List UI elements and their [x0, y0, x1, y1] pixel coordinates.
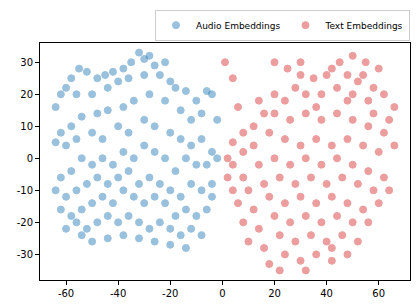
svg-text:-10: -10 — [17, 185, 33, 196]
svg-text:0: 0 — [27, 153, 33, 164]
svg-text:30: 30 — [20, 57, 33, 68]
svg-text:Audio Embeddings: Audio Embeddings — [196, 21, 280, 31]
svg-text:Text Embeddings: Text Embeddings — [324, 21, 402, 31]
svg-text:60: 60 — [372, 288, 385, 299]
svg-text:-20: -20 — [17, 217, 33, 228]
svg-text:-60: -60 — [58, 288, 74, 299]
svg-text:-30: -30 — [17, 249, 33, 260]
svg-text:10: 10 — [20, 121, 33, 132]
svg-text:-20: -20 — [162, 288, 178, 299]
svg-text:20: 20 — [268, 288, 281, 299]
svg-text:0: 0 — [219, 288, 225, 299]
svg-text:40: 40 — [320, 288, 333, 299]
svg-text:20: 20 — [20, 89, 33, 100]
svg-text:-40: -40 — [110, 288, 126, 299]
